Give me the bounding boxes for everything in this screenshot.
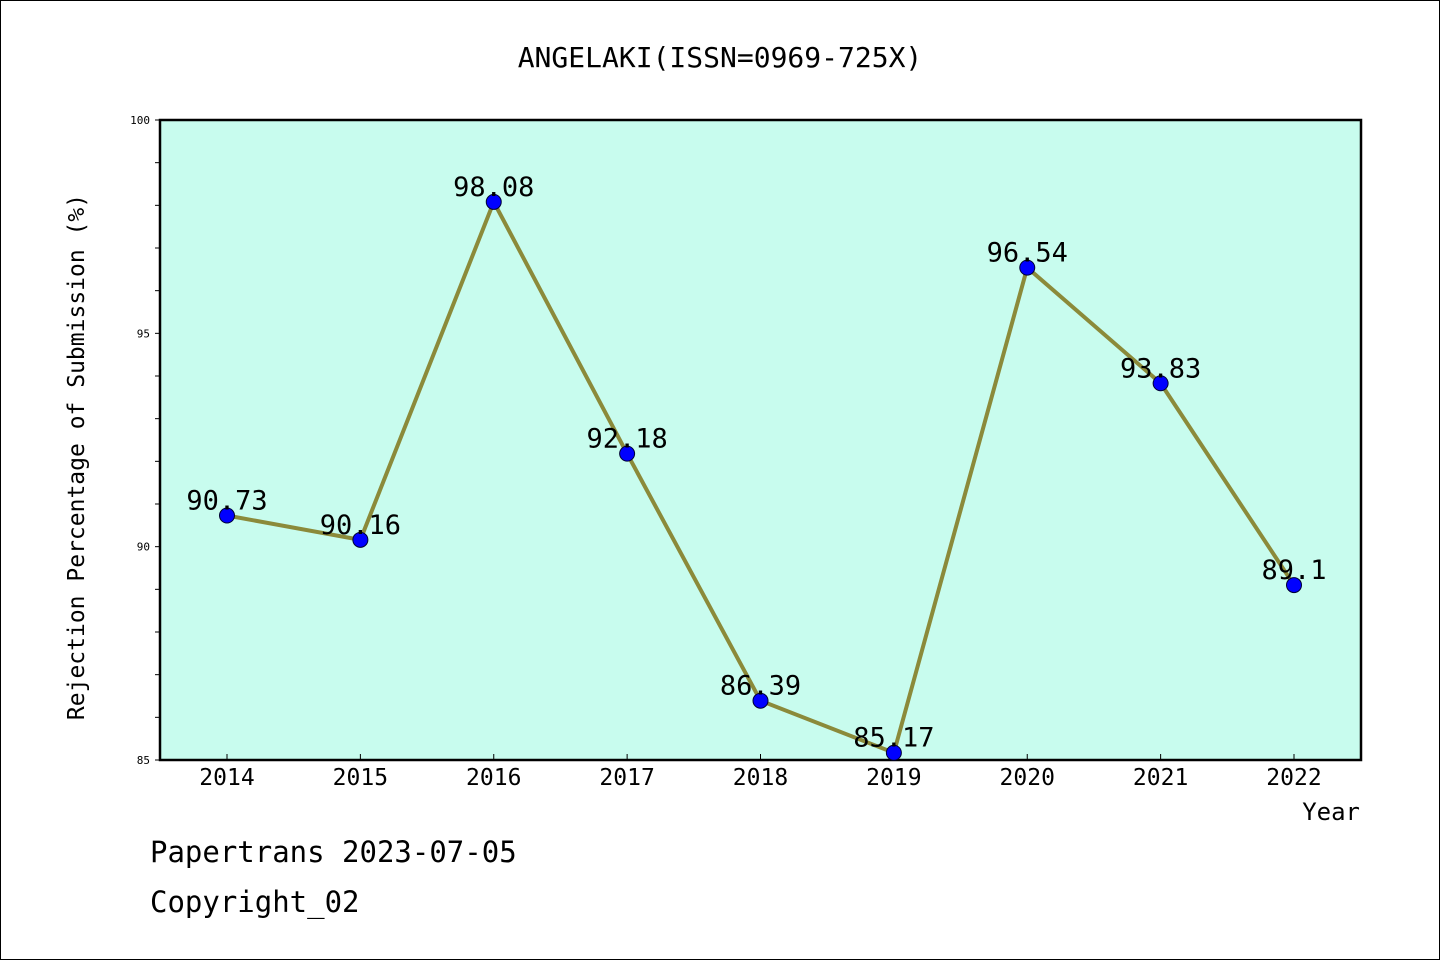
data-label-2018: 86.39 xyxy=(720,671,801,702)
y-tick-label: 90 xyxy=(137,541,150,554)
data-labels: 90.73 90.16 98.08 92.18 86.39 85.17 96.54 93.83… xyxy=(186,172,1326,754)
y-tick-label: 95 xyxy=(137,327,150,340)
data-label-2017: 92.18 xyxy=(586,424,667,455)
chart-title: ANGELAKI(ISSN=0969-725X) xyxy=(518,41,923,74)
data-label-2021: 93.83 xyxy=(1120,353,1201,384)
data-label-2014: 90.73 xyxy=(186,486,267,517)
data-point-2014 xyxy=(219,507,235,524)
y-axis-title: Rejection Percentage of Submission (%) xyxy=(64,194,90,720)
data-point-2019 xyxy=(885,744,902,761)
data-point-2020 xyxy=(1019,259,1036,276)
y-tick-label: 100 xyxy=(130,114,150,127)
data-point-2022 xyxy=(1286,577,1302,594)
data-label-2016: 98.08 xyxy=(453,172,534,203)
data-point-2017 xyxy=(619,445,636,462)
x-tick-label: 2022 xyxy=(1266,765,1321,791)
x-tick-label: 2020 xyxy=(1000,765,1055,791)
data-label-2019: 85.17 xyxy=(853,723,934,754)
footer-date: Papertrans 2023-07-05 xyxy=(150,835,517,869)
y-tick-label: 85 xyxy=(137,754,150,767)
x-tick-label: 2019 xyxy=(866,765,921,791)
data-point-2016 xyxy=(485,193,502,210)
footer-copyright: Copyright_02 xyxy=(150,885,360,919)
x-tick-label: 2021 xyxy=(1133,765,1188,791)
data-point-2015 xyxy=(352,531,369,548)
data-point-2021 xyxy=(1152,375,1169,392)
x-tick-label: 2014 xyxy=(199,765,254,791)
data-label-2022: 89.1 xyxy=(1261,555,1326,586)
x-tick-label: 2016 xyxy=(466,765,521,791)
x-axis-title: Year xyxy=(1302,798,1360,826)
y-axis-ticks: 85 90 95 100 xyxy=(130,114,160,767)
data-label-2020: 96.54 xyxy=(987,238,1068,269)
data-markers xyxy=(219,193,1302,761)
data-point-2018 xyxy=(752,692,769,709)
x-axis-ticks: 2014 2015 2016 2017 2018 2019 2020 2021 2022 xyxy=(199,754,1322,791)
x-tick-label: 2015 xyxy=(333,765,388,791)
x-tick-label: 2018 xyxy=(733,765,788,791)
plot-area xyxy=(158,118,1363,762)
data-label-2015: 90.16 xyxy=(320,510,401,541)
x-tick-label: 2017 xyxy=(599,765,654,791)
